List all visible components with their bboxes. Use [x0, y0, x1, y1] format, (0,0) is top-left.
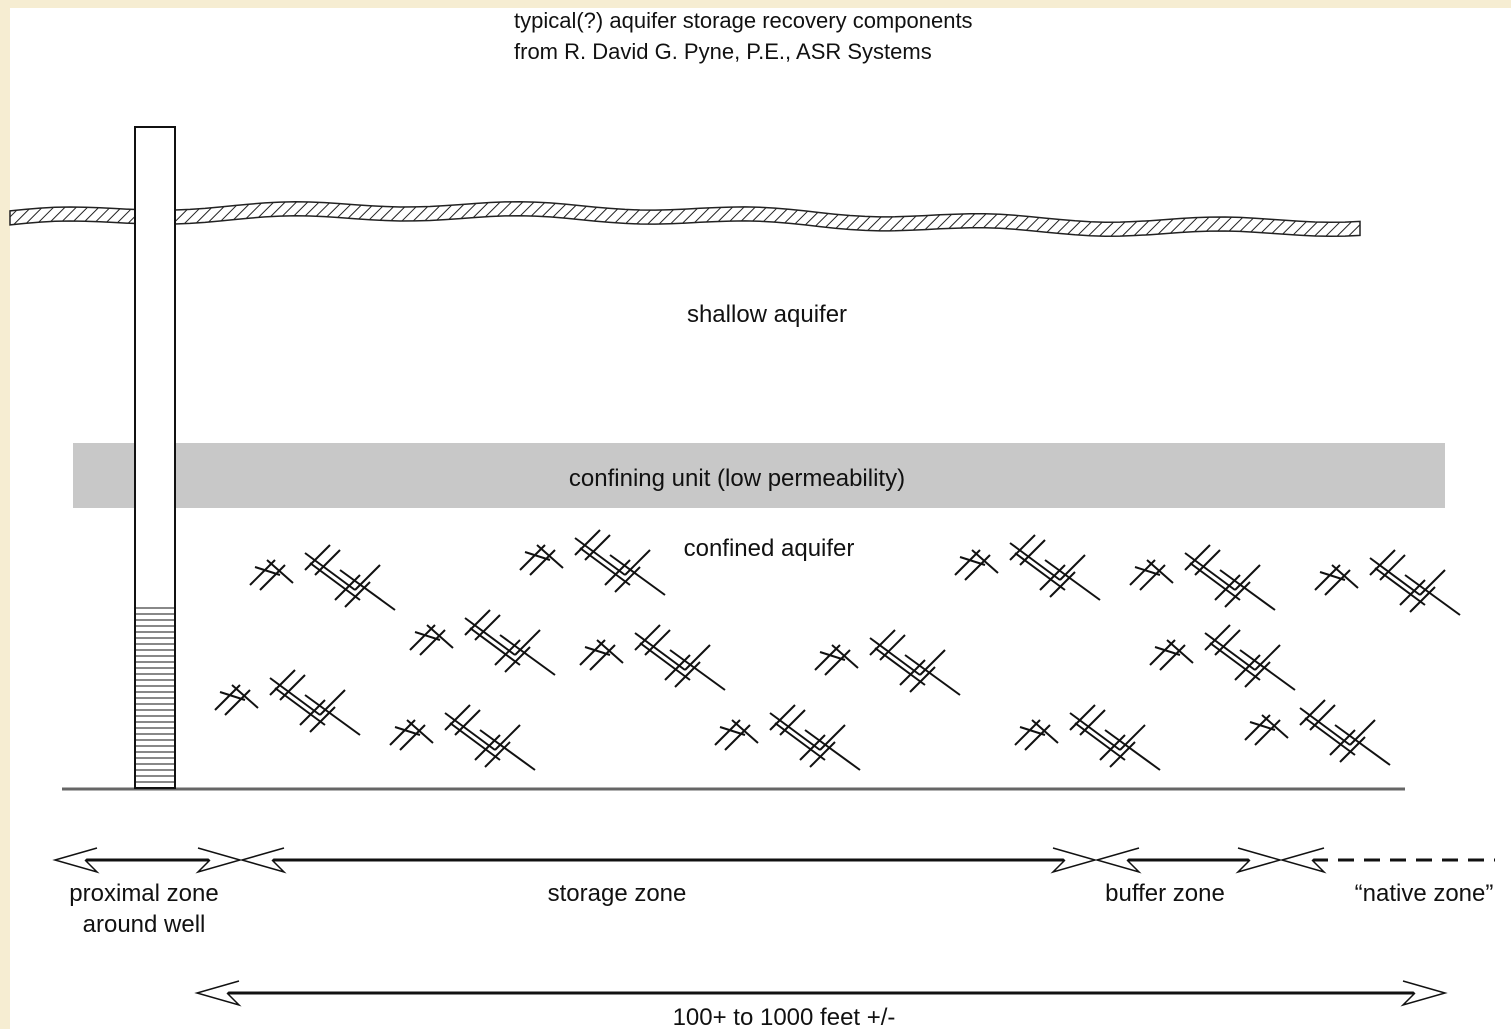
confining-unit	[73, 443, 1445, 508]
well-casing	[134, 126, 176, 789]
arrow-head	[1400, 980, 1448, 1007]
ground-surface	[9, 200, 1361, 238]
layer-label: confining unit (low permeability)	[569, 465, 905, 492]
well-screen	[136, 607, 174, 783]
panel	[10, 8, 1511, 1029]
zone-label: “native zone”	[1355, 880, 1494, 907]
title-line: from R. David G. Pyne, P.E., ASR Systems	[514, 39, 932, 64]
arrow-head	[52, 847, 100, 874]
zone-label: storage zone	[548, 880, 687, 907]
layer-label: shallow aquifer	[687, 301, 847, 328]
arrow-head	[194, 980, 242, 1007]
arrow-head	[1279, 847, 1327, 874]
layer-label: confined aquifer	[684, 535, 855, 562]
title-line: typical(?) aquifer storage recovery comp…	[514, 8, 973, 33]
arrow-head	[1094, 847, 1142, 874]
arrow-head	[1050, 847, 1098, 874]
zone-label: around well	[83, 911, 206, 938]
well	[134, 126, 176, 789]
zone-label: buffer zone	[1105, 880, 1225, 907]
zone-label: proximal zone	[69, 880, 218, 907]
arrow-head	[195, 847, 243, 874]
scale-label: 100+ to 1000 feet +/-	[673, 1004, 896, 1029]
ground-hatch	[9, 200, 1361, 238]
zone-arrows	[52, 847, 1495, 1007]
arrow-head	[1235, 847, 1283, 874]
arrow-head	[239, 847, 287, 874]
